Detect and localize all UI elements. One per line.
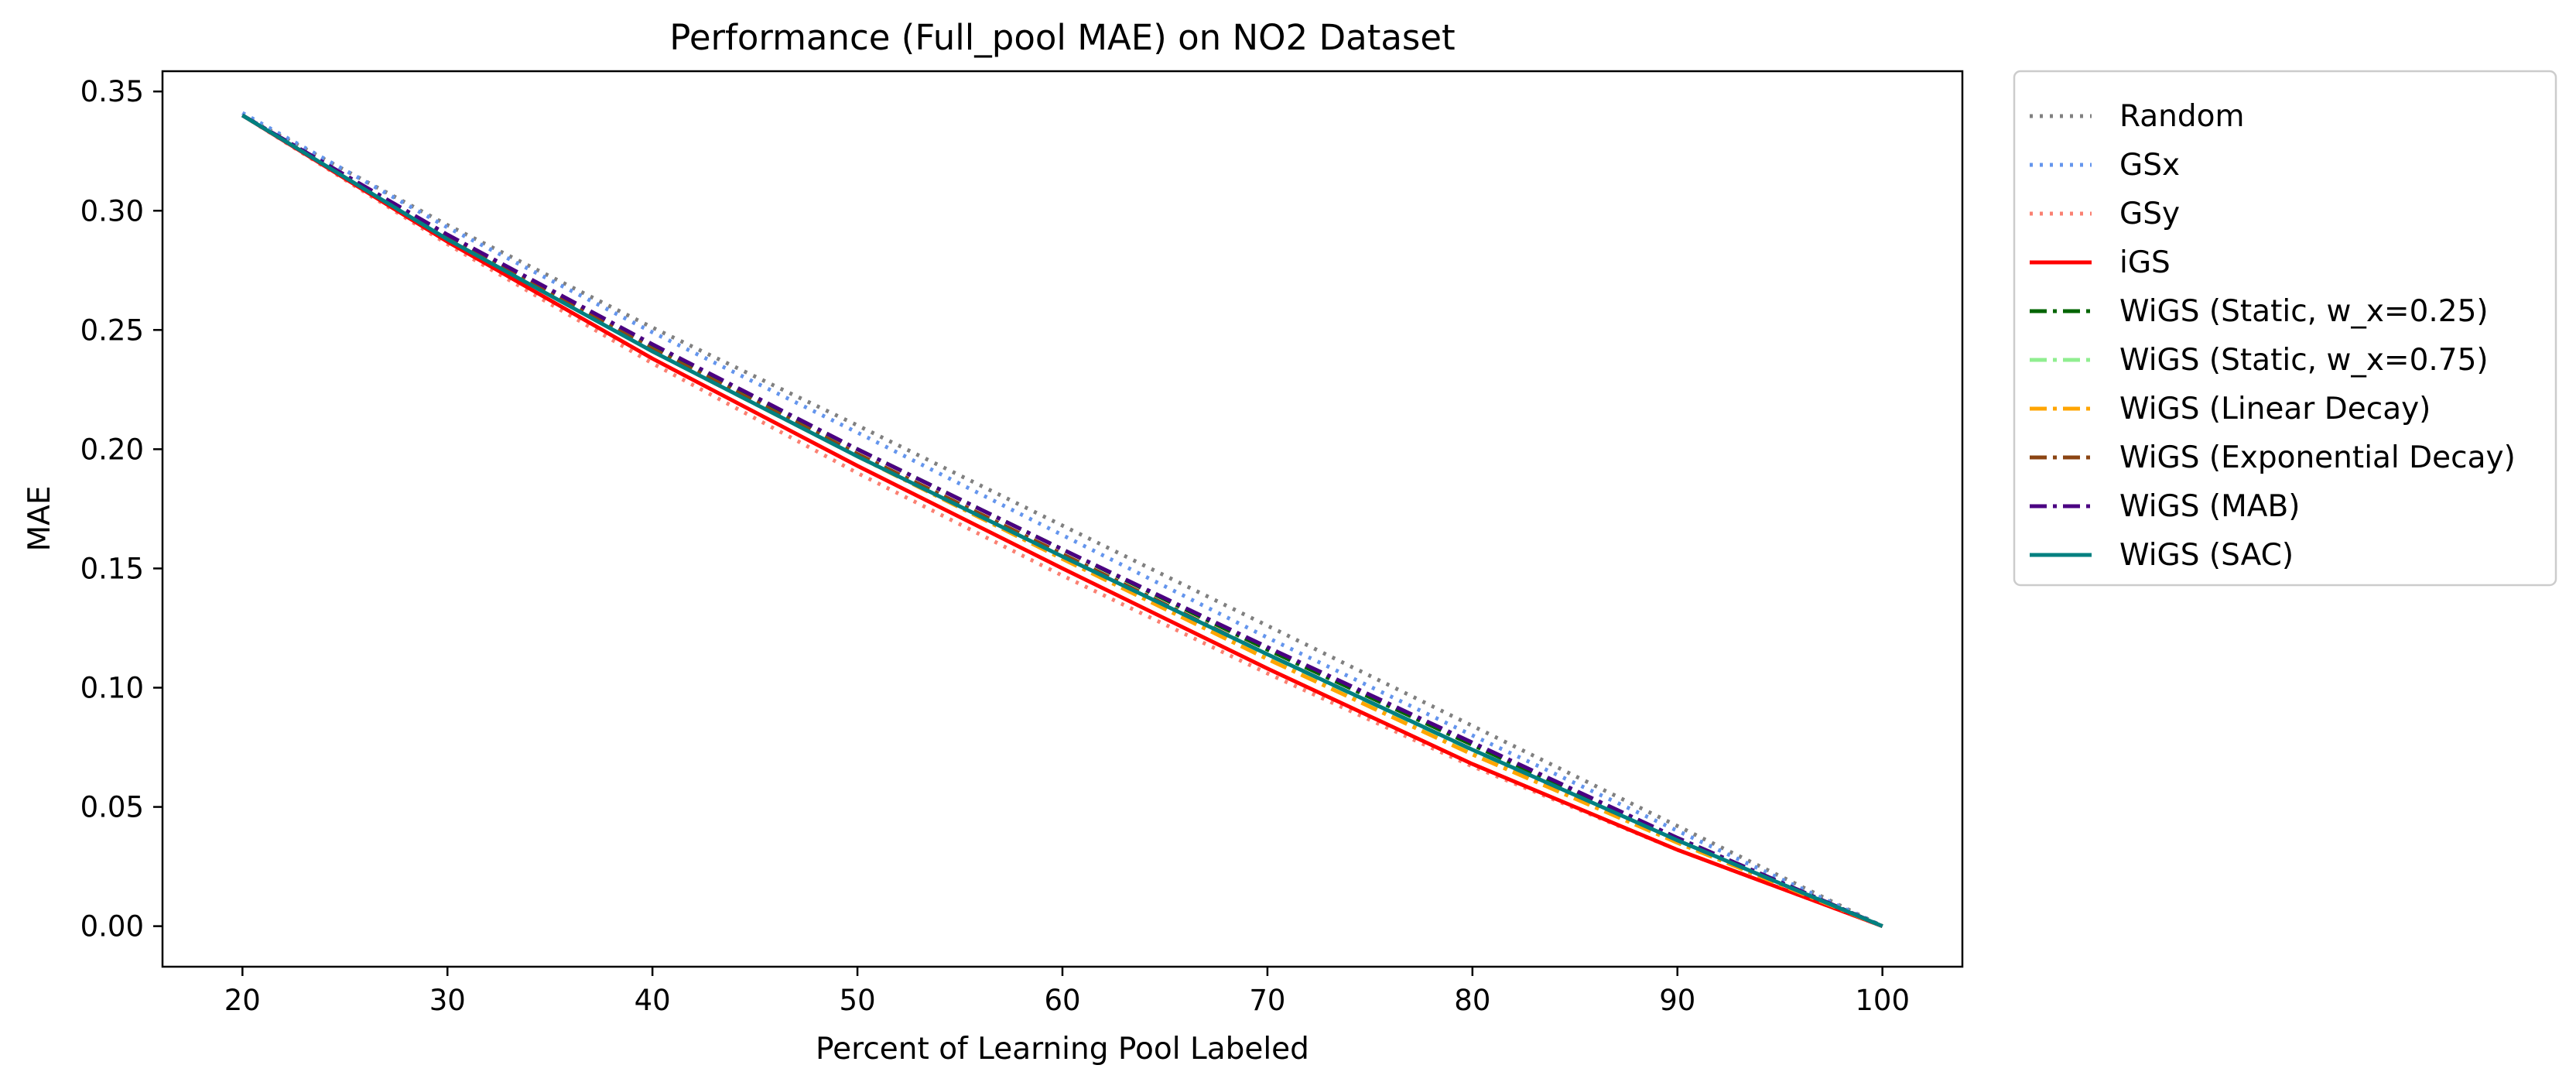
x-tick-label: 50 [840,984,876,1017]
legend-label: WiGS (Static, w_x=0.75) [2119,343,2489,378]
y-axis: 0.00 0.05 0.10 0.15 0.20 0.25 0.30 0.35 [80,75,162,943]
y-tick-label: 0.15 [80,552,144,585]
x-tick-label: 20 [224,984,261,1017]
x-axis-title: Percent of Learning Pool Labeled [816,1032,1309,1067]
legend-label: WiGS (MAB) [2119,489,2300,524]
legend-label: WiGS (Exponential Decay) [2119,440,2516,475]
y-tick-label: 0.30 [80,194,144,228]
y-tick-label: 0.25 [80,313,144,347]
x-tick-label: 90 [1659,984,1695,1017]
y-tick-label: 0.05 [80,791,144,824]
y-tick-label: 0.20 [80,433,144,466]
y-tick-label: 0.35 [80,75,144,108]
series-line-gsy [241,113,1883,928]
series-line-gsx [241,111,1883,928]
y-axis-title: MAE [22,486,57,552]
legend-label: GSy [2119,197,2180,231]
x-tick-label: 100 [1855,984,1910,1017]
legend: Random GSx GSy iGS WiGS (Static, w_x=0.25) Wi… [2013,70,2557,587]
y-tick-label: 0.00 [80,910,144,943]
series-line-wigs-linear-decay [241,113,1883,928]
legend-label: Random [2119,99,2244,134]
series-line-wigs-static-w-x-0-25 [241,113,1883,928]
series-line-wigs-static-w-x-0-75 [241,113,1883,928]
legend-label: GSx [2119,148,2180,183]
legend-label: WiGS (Linear Decay) [2119,392,2431,426]
plot-frame [161,70,1964,968]
y-tick-label: 0.10 [80,671,144,704]
x-tick-label: 60 [1044,984,1080,1017]
series-line-igs [241,113,1883,928]
series-line-wigs-mab [241,113,1883,928]
legend-label: WiGS (SAC) [2119,538,2294,573]
x-tick-label: 80 [1454,984,1490,1017]
x-axis: 20 30 40 50 60 70 80 90 100 [224,967,1910,1017]
x-tick-label: 40 [635,984,671,1017]
series-line-wigs-sac [241,113,1883,928]
legend-label: iGS [2119,245,2171,280]
series-line-wigs-exponential-decay [241,113,1883,928]
legend-label: WiGS (Static, w_x=0.25) [2119,294,2489,329]
x-tick-label: 30 [429,984,466,1017]
x-tick-label: 70 [1249,984,1285,1017]
chart-title: Performance (Full_pool MAE) on NO2 Datas… [669,17,1455,58]
legend-box [2013,70,2557,587]
series-line-random [241,113,1883,928]
